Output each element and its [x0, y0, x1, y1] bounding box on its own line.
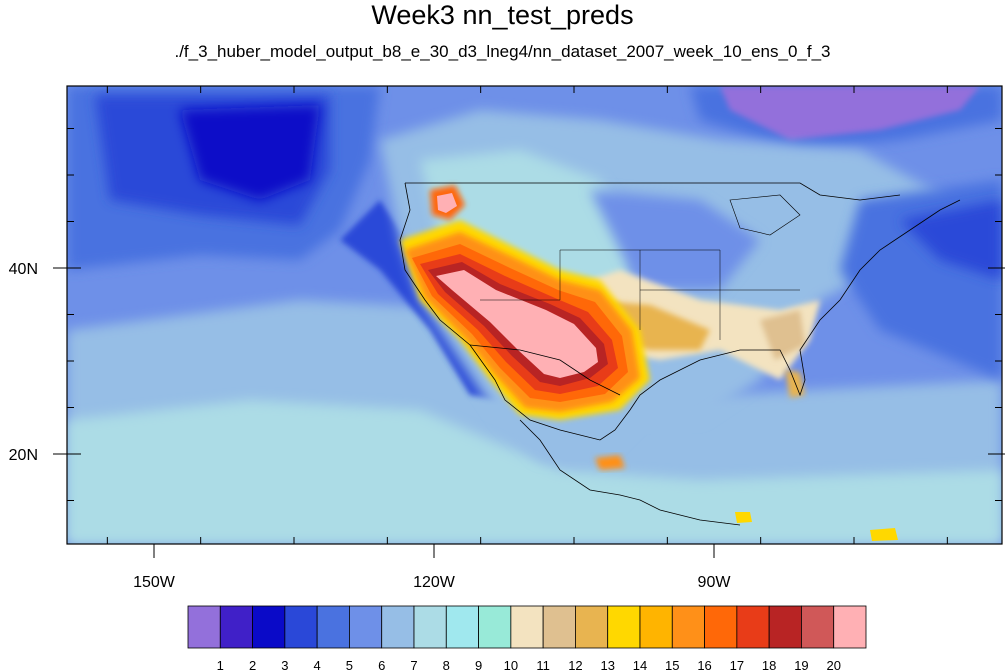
- border-mexico: [469, 344, 621, 396]
- field-sa-blob: [870, 528, 898, 541]
- colorbar-swatch: [607, 605, 641, 649]
- colorbar-label: 14: [633, 658, 647, 672]
- colorbar-label: 20: [826, 658, 840, 672]
- colorbar-label: 17: [730, 658, 744, 672]
- coast-mexico: [519, 419, 741, 526]
- colorbar-label: 1: [217, 658, 224, 672]
- colorbar-swatch: [381, 605, 415, 649]
- lon-axis: 150W 120W 90W: [106, 86, 948, 591]
- lat-tick-label: 40N: [9, 261, 38, 278]
- colorbar-label: 7: [410, 658, 417, 672]
- field-florida: [785, 370, 805, 398]
- colorbar-label: 5: [346, 658, 353, 672]
- colorbar-swatch: [671, 605, 705, 649]
- colorbar-label: 18: [762, 658, 776, 672]
- field-southeast: [760, 310, 805, 360]
- colorbar-label: 6: [378, 658, 385, 672]
- colorbar-swatch: [510, 605, 544, 649]
- field-plains-blue: [590, 190, 760, 290]
- lon-tick-label: 120W: [413, 574, 456, 591]
- colorbar: 1 2 3 4 5 6 7 8 9 10 11 12 13 14 15 16 17 18 19 20: [187, 605, 867, 672]
- state-lines: [480, 249, 800, 340]
- colorbar-swatch: [187, 605, 221, 649]
- colorbar-swatch: [639, 605, 673, 649]
- colorbar-label: 16: [697, 658, 711, 672]
- field-mexico-blob: [595, 455, 625, 470]
- lon-tick-label: 90W: [698, 574, 732, 591]
- colorbar-label: 8: [443, 658, 450, 672]
- colorbar-label: 3: [281, 658, 288, 672]
- colorbar-swatch: [413, 605, 447, 649]
- precip-field: [67, 86, 1002, 544]
- field-ca-blob: [735, 512, 752, 523]
- colorbar-swatch: [349, 605, 383, 649]
- colorbar-label: 12: [568, 658, 582, 672]
- colorbar-swatch: [801, 605, 835, 649]
- map-subtitle: ./f_3_huber_model_output_b8_e_30_d3_lneg…: [174, 42, 831, 61]
- colorbar-label: 10: [504, 658, 518, 672]
- map-title: Week3 nn_test_preds: [371, 0, 634, 30]
- colorbar-swatch: [284, 605, 318, 649]
- colorbar-swatch: [704, 605, 738, 649]
- colorbar-swatch: [252, 605, 286, 649]
- colorbar-swatch: [219, 605, 253, 649]
- coast-us: [399, 182, 961, 441]
- colorbar-swatch: [542, 605, 576, 649]
- colorbar-label: 11: [536, 658, 550, 672]
- colorbar-label: 13: [600, 658, 614, 672]
- field-npac-3: [180, 105, 320, 200]
- colorbar-swatch: [768, 605, 802, 649]
- field-tropical: [67, 400, 1002, 544]
- colorbar-label: 2: [249, 658, 256, 672]
- field-west-light: [420, 150, 640, 300]
- border-canada: [405, 182, 901, 201]
- field-or-core: [437, 193, 457, 213]
- colorbar-swatch: [833, 605, 867, 649]
- lat-axis: 40N 20N: [9, 128, 1005, 501]
- field-hudson-purple: [720, 86, 980, 140]
- colorbar-label: 9: [475, 658, 482, 672]
- great-lakes: [729, 194, 801, 236]
- colorbar-label: 19: [794, 658, 808, 672]
- field-sw-max: [436, 270, 598, 378]
- lat-tick-label: 20N: [9, 447, 38, 464]
- colorbar-swatch: [445, 605, 479, 649]
- coastlines: [399, 182, 961, 526]
- colorbar-label: 15: [665, 658, 679, 672]
- colorbar-swatch: [478, 605, 512, 649]
- colorbar-swatch: [575, 605, 609, 649]
- colorbar-label: 4: [314, 658, 321, 672]
- lon-tick-label: 150W: [133, 574, 176, 591]
- colorbar-swatch: [736, 605, 770, 649]
- colorbar-swatch: [316, 605, 350, 649]
